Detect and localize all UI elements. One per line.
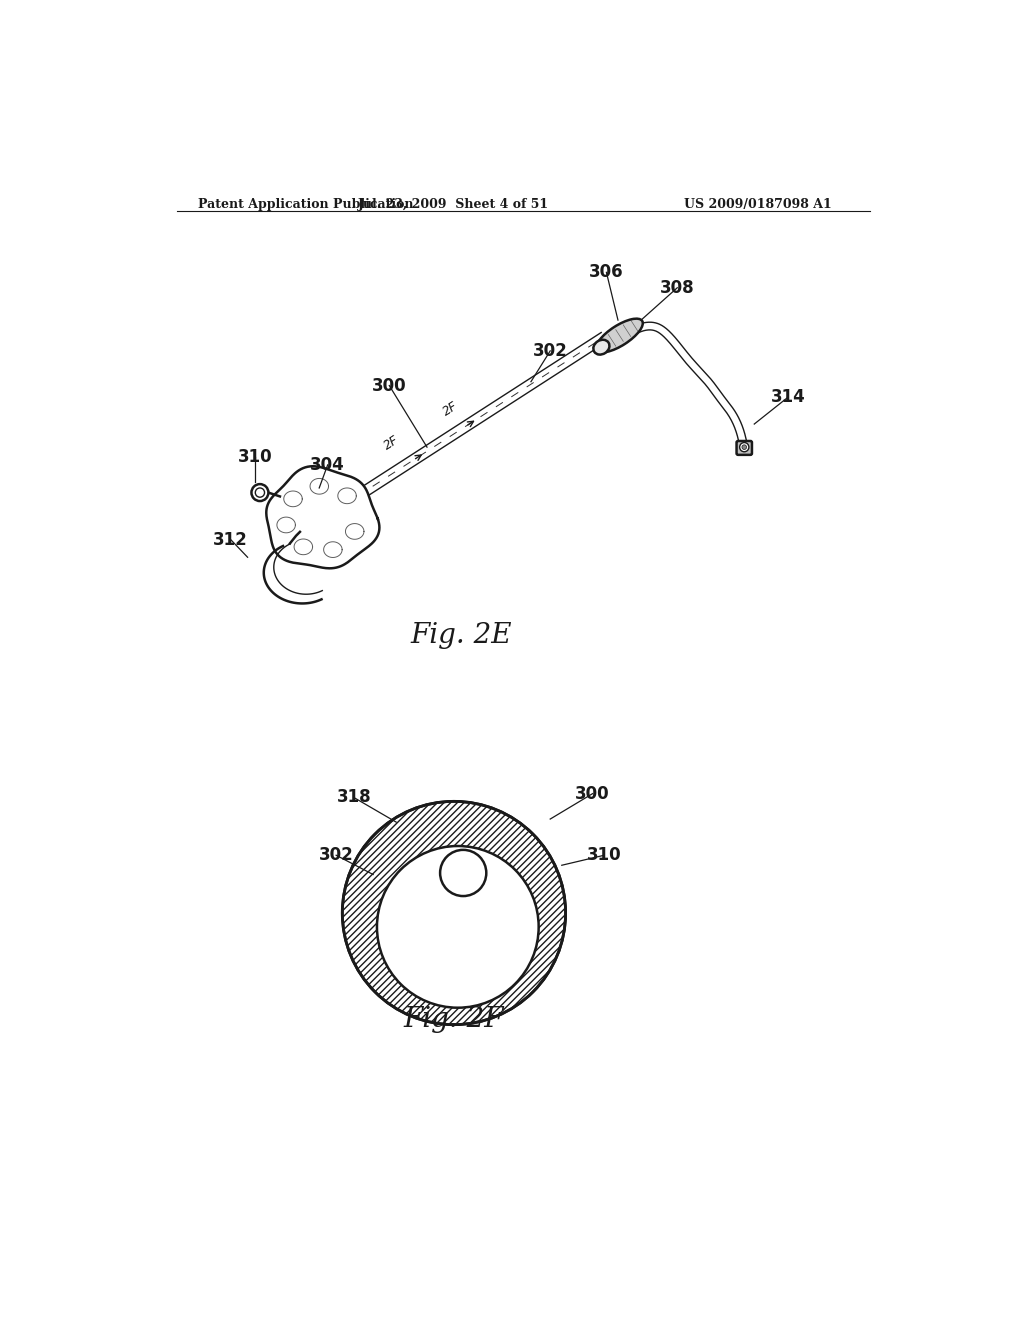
Polygon shape (266, 466, 380, 569)
Text: 310: 310 (587, 846, 622, 865)
Text: 2F: 2F (440, 400, 460, 418)
Text: Fig. 2F: Fig. 2F (403, 1006, 504, 1032)
Text: 2F: 2F (382, 433, 401, 453)
Text: 302: 302 (318, 846, 353, 865)
Text: 306: 306 (589, 264, 624, 281)
Text: 300: 300 (372, 376, 407, 395)
Text: 312: 312 (213, 531, 248, 549)
Circle shape (742, 445, 746, 449)
Circle shape (739, 442, 749, 451)
Text: 310: 310 (238, 449, 272, 466)
Circle shape (252, 484, 268, 502)
Circle shape (342, 801, 565, 1024)
Text: Jul. 23, 2009  Sheet 4 of 51: Jul. 23, 2009 Sheet 4 of 51 (358, 198, 550, 211)
Ellipse shape (593, 339, 609, 355)
FancyBboxPatch shape (736, 441, 752, 455)
Text: 314: 314 (771, 388, 806, 407)
Text: US 2009/0187098 A1: US 2009/0187098 A1 (683, 198, 831, 211)
Text: 318: 318 (337, 788, 371, 807)
Text: 302: 302 (532, 342, 567, 360)
Text: Patent Application Publication: Patent Application Publication (198, 198, 413, 211)
Text: Fig. 2E: Fig. 2E (411, 622, 512, 649)
Text: 308: 308 (659, 279, 694, 297)
Text: 304: 304 (310, 455, 345, 474)
Circle shape (377, 846, 539, 1007)
Text: 300: 300 (575, 784, 610, 803)
Circle shape (440, 850, 486, 896)
Ellipse shape (596, 318, 643, 352)
